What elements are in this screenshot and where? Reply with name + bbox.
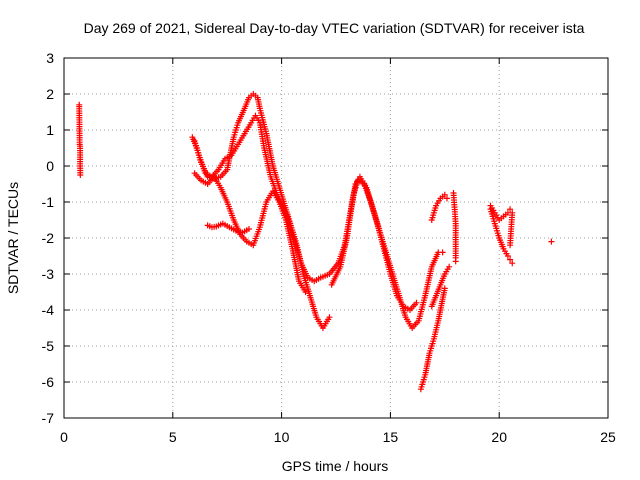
track-10 [487,206,516,267]
data-point [77,172,84,178]
data-point [441,285,448,292]
data-point [509,260,516,267]
y-tick-label: -6 [42,374,55,390]
data-point [441,191,448,198]
track-9 [450,190,459,265]
y-tick-label: -1 [42,194,55,210]
y-tick-label: -4 [42,302,55,318]
track-5 [328,173,446,331]
data-point [446,263,453,270]
track-8 [428,191,450,223]
y-tick-label: -7 [42,410,55,426]
y-tick-label: -2 [42,230,55,246]
track-2 [191,112,333,331]
data-point [443,195,450,202]
data-point [548,238,555,245]
x-tick-label: 10 [274,429,290,445]
y-tick-label: 0 [46,158,54,174]
x-tick-label: 20 [491,429,507,445]
axis-ticks [63,57,609,419]
track-0 [76,101,84,178]
y-tick-label: -3 [42,266,55,282]
x-tick-label: 5 [169,429,177,445]
y-axis-label: SDTVAR / TECUs [5,182,21,294]
y-tick-label: 2 [46,86,54,102]
grid [64,58,608,418]
data-point [507,206,514,213]
track-12 [548,238,555,245]
track-3 [191,170,309,295]
y-tick-label: 1 [46,122,54,138]
data-point [507,242,514,249]
y-tick-label: -5 [42,338,55,354]
data-point [413,299,420,306]
x-tick-label: 0 [60,429,68,445]
track-4 [204,220,252,236]
data-point [504,253,511,259]
data-points [76,91,555,393]
data-point [439,249,446,256]
data-point [452,258,459,265]
data-point [507,256,514,263]
data-point [245,226,252,232]
x-tick-label: 15 [383,429,399,445]
track-7 [428,263,453,310]
data-point [326,314,333,321]
track-11 [487,202,516,249]
y-tick-label: 3 [46,50,54,66]
data-point [302,289,309,295]
chart-title: Day 269 of 2021, Sidereal Day-to-day VTE… [84,20,585,36]
x-axis-label: GPS time / hours [282,458,389,474]
track-6 [417,285,448,393]
x-tick-label: 25 [600,429,616,445]
